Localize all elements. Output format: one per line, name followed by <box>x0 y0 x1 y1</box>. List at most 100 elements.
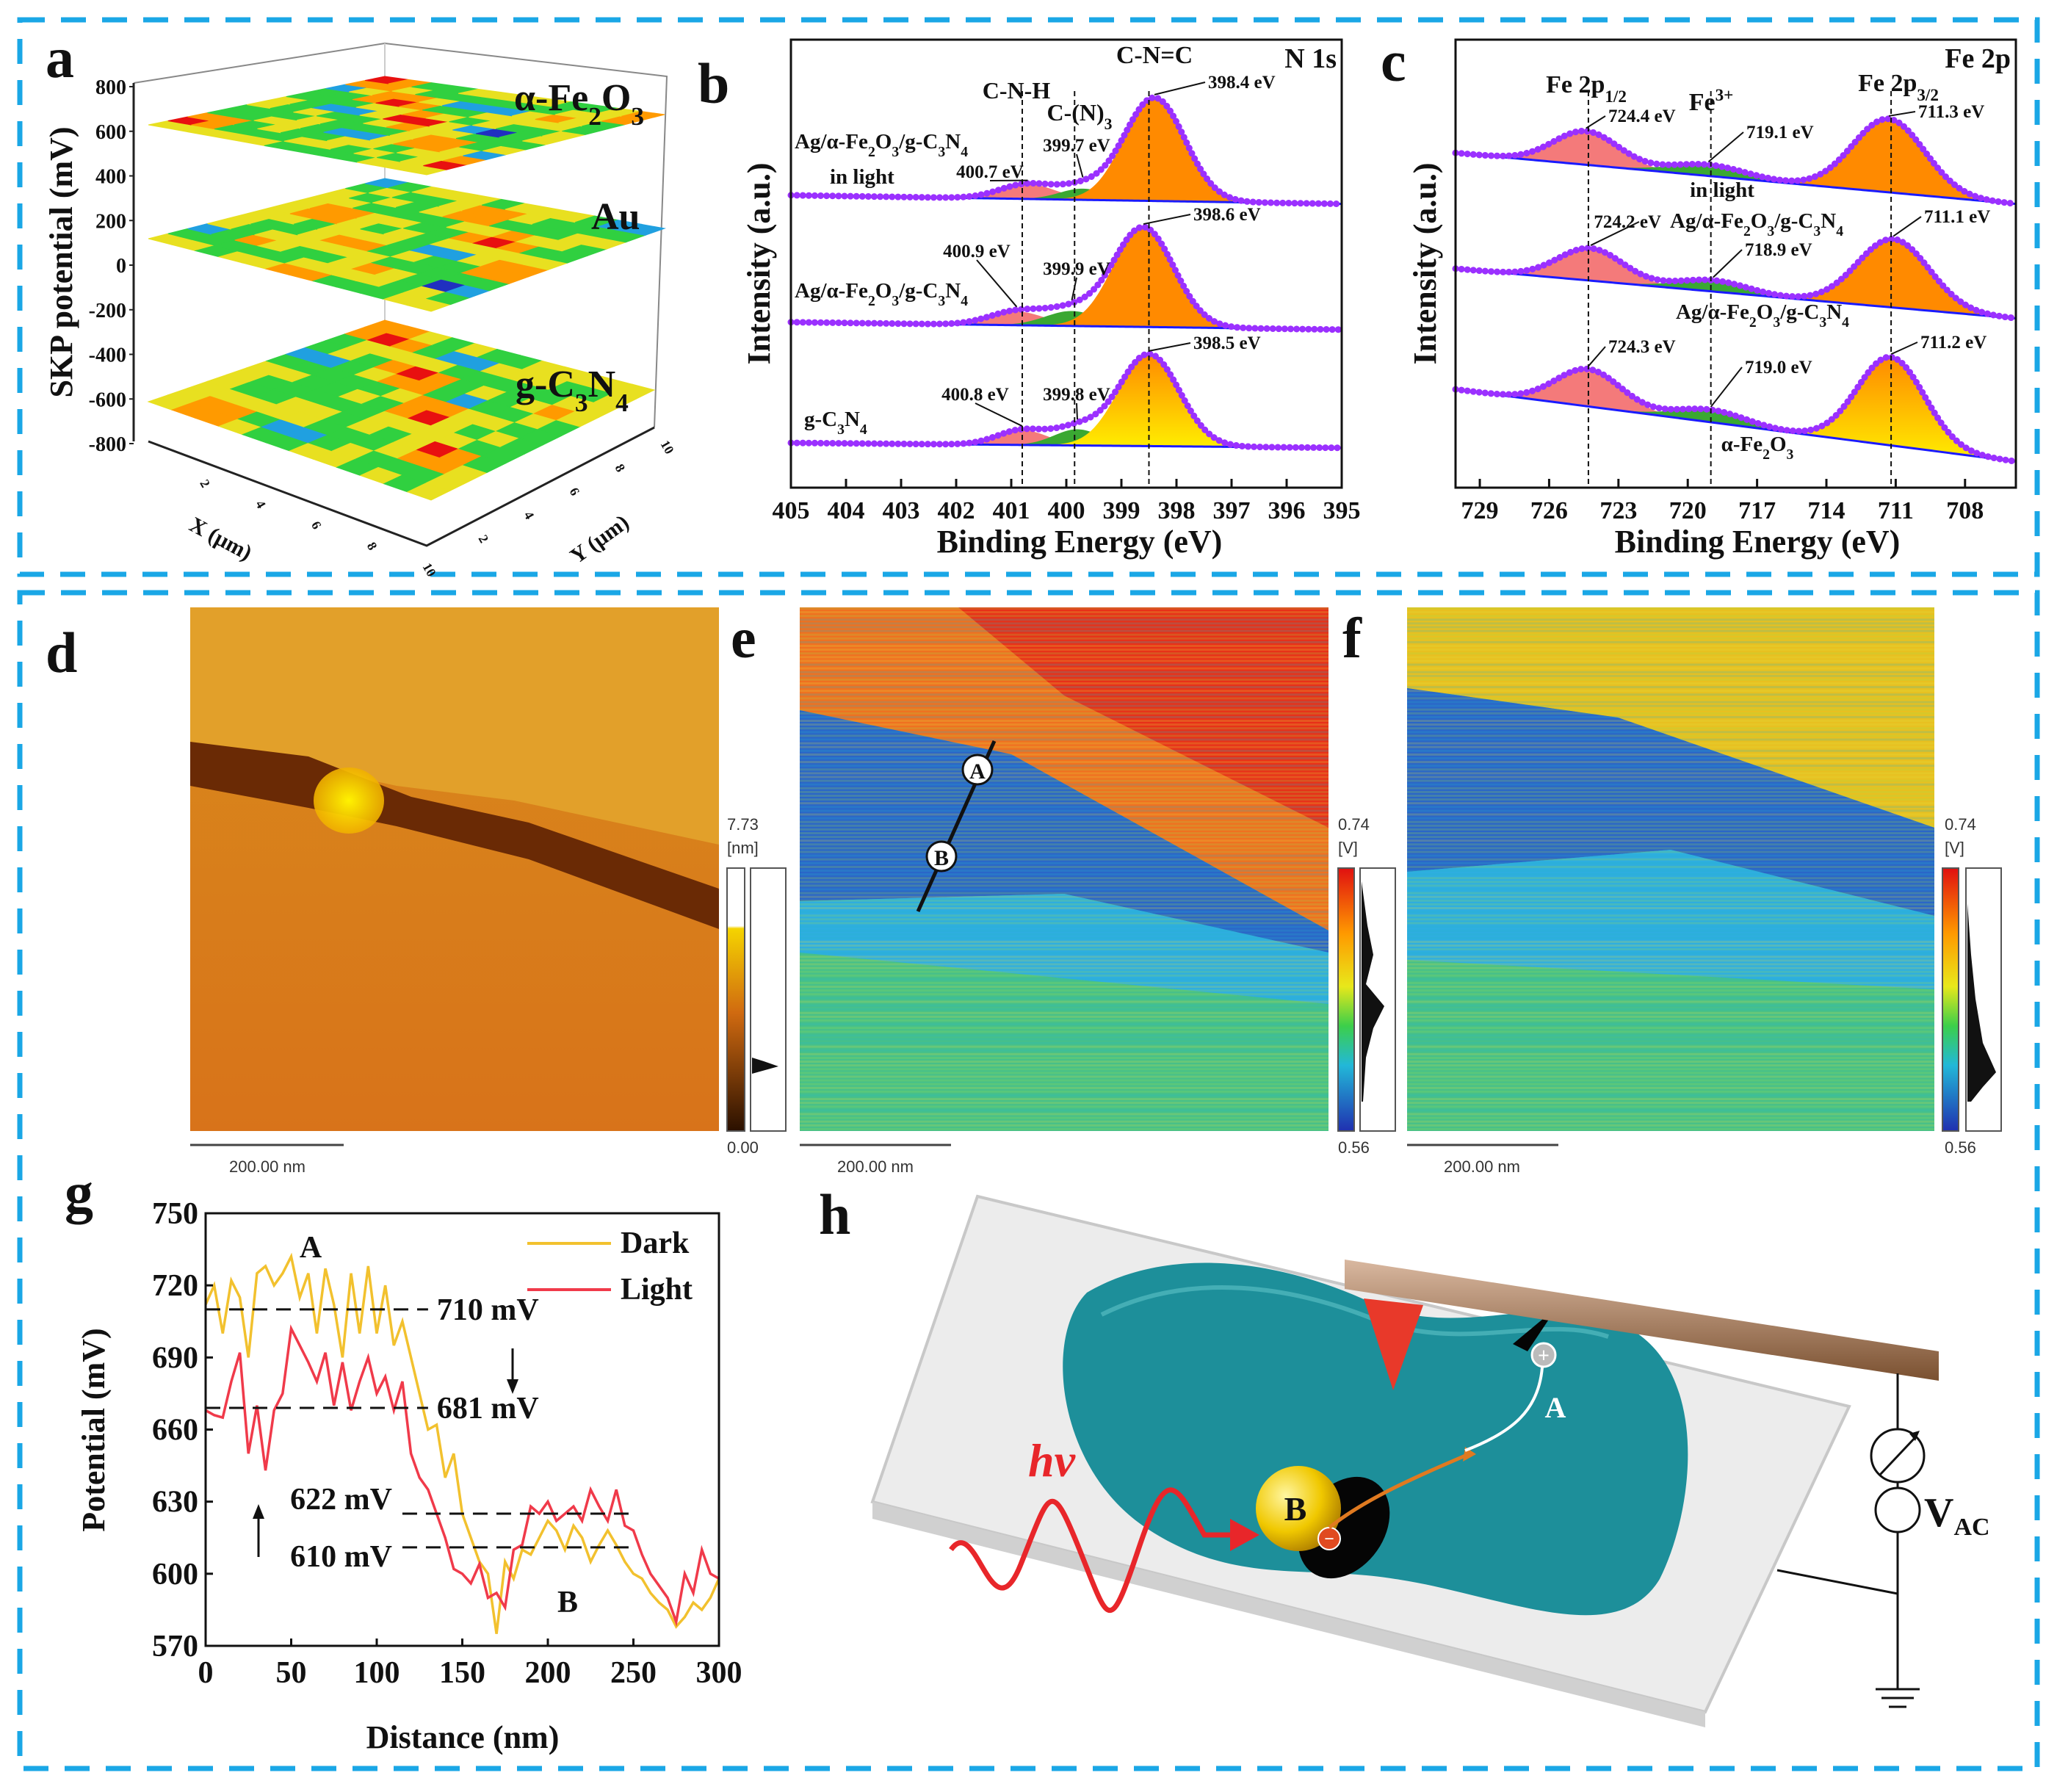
panel-c-fe2p-xps: c 724.4 eV 719.1 eV 711.3 eV 724.2 eV 718.9 … <box>1381 29 2020 560</box>
surface-layer <box>148 76 665 176</box>
tip <box>1364 1298 1423 1390</box>
series-label-sub: in light <box>830 165 894 189</box>
peak-position-label: 724.3 eV <box>1608 337 1676 357</box>
y-axis-title: SKP potential (mV) <box>43 126 79 397</box>
vac-label: VAC <box>1924 1490 1990 1541</box>
series-label: Ag/α-Fe2O3/g-C3N4 <box>795 279 968 309</box>
scale-bar-label: 200.00 nm <box>229 1157 306 1176</box>
x-tick-label: 397 <box>1213 497 1251 524</box>
x-tick-label: 2 <box>197 477 213 490</box>
fit-component <box>791 98 1342 204</box>
panel-g-potential-profile: g 710 mV 681 mV 622 mV 610 mV 0 50 100 150 200 25… <box>65 1160 742 1755</box>
series-label: Ag/α-Fe2O3/g-C3N4 <box>1670 209 1843 239</box>
y-axis-title: Intensity (a.u.) <box>1407 162 1443 364</box>
x-tick-label: 399 <box>1103 497 1140 524</box>
envelope-curve <box>787 94 1345 208</box>
spectrum: 724.4 eV 719.1 eV 711.3 eV <box>1452 102 2020 207</box>
y-tick-label: 400 <box>95 166 126 189</box>
peak-position-label: 711.3 eV <box>1918 102 1984 122</box>
bottom-frame <box>17 590 2040 1771</box>
up-arrow-icon <box>253 1504 264 1557</box>
top-frame <box>17 17 2040 577</box>
peak-position-label: 724.2 eV <box>1594 212 1661 232</box>
colorbar-max: 7.73 <box>727 815 759 834</box>
spectrum: 400.8 eV 399.8 eV 398.5 eV <box>787 333 1345 452</box>
colorbar <box>1337 867 1355 1132</box>
envelope-curve <box>787 350 1345 452</box>
spectrum: 400.7 eV 399.7 eV 398.4 eV <box>787 73 1345 208</box>
x-tick-label: 404 <box>828 497 865 524</box>
fit-component <box>1456 369 2016 462</box>
spectrum: 400.9 eV 399.9 eV 398.6 eV <box>787 205 1345 333</box>
x-tick-label: 395 <box>1323 497 1361 524</box>
label-arrow <box>1586 115 1606 129</box>
label-arrow <box>1590 221 1640 246</box>
x-axis-title: Distance (nm) <box>366 1719 560 1755</box>
y-tick-label: -400 <box>89 344 126 367</box>
peak-position-label: 398.5 eV <box>1193 333 1261 353</box>
layer-label-au: Au <box>591 196 640 238</box>
circuit <box>1776 1373 1926 1708</box>
peak-position-label: 400.8 eV <box>941 385 1009 405</box>
background-line <box>1455 151 2017 206</box>
z-tick-label: 10 <box>658 438 677 457</box>
y-tick-label: 600 <box>95 121 126 144</box>
y-tick-label: 720 <box>152 1269 198 1303</box>
envelope-curve <box>1452 115 2020 207</box>
colorbar-min: 0.56 <box>1338 1138 1370 1157</box>
x-tick-label: 720 <box>1669 497 1707 524</box>
label-arrow <box>975 402 1023 427</box>
panel-e-kpfm-dark: e A B 200.00 nm 0.74 [V] 0.56 <box>731 606 1396 1176</box>
peak-position-label: 400.7 eV <box>956 162 1024 182</box>
peak-label-cnh: C-N-H <box>983 77 1051 104</box>
y-tick-label: 690 <box>152 1341 198 1375</box>
plot-frame <box>204 1212 720 1647</box>
x-tick-label: 0 <box>198 1656 214 1690</box>
z-tick-label: 6 <box>567 485 583 498</box>
series-line-light <box>205 1324 720 1627</box>
panel-h-kpfm-schematic: h B − + A hv <box>819 1182 1990 1727</box>
down-arrow-icon <box>507 1348 518 1394</box>
marker-a-label: A <box>969 759 986 784</box>
marker-a <box>961 754 994 786</box>
hole-charge-icon <box>1530 1342 1557 1368</box>
envelope-curve <box>1452 353 2020 465</box>
envelope-curve <box>787 223 1345 333</box>
fit-component <box>1456 357 2016 462</box>
series-label: α-Fe2O3 <box>1721 433 1794 463</box>
panel-label-h: h <box>819 1182 850 1246</box>
x-tick-label: 401 <box>993 497 1030 524</box>
z-tick-label: 4 <box>521 509 538 522</box>
fit-component <box>1456 248 2016 319</box>
histogram <box>752 1058 778 1074</box>
peak-position-label: 399.9 eV <box>1043 259 1110 279</box>
reference-label: 622 mV <box>290 1483 392 1517</box>
panel-label-c: c <box>1381 29 1406 93</box>
kpfm-light-image <box>1407 607 1934 1131</box>
cantilever <box>1345 1260 1939 1381</box>
colorbar-max: 0.74 <box>1945 815 1976 834</box>
colorbar <box>726 867 745 1132</box>
layer-label-fe2o3: α-Fe2O3 <box>514 77 644 131</box>
series-label-sub: in light <box>1690 178 1754 202</box>
panel-label-d: d <box>46 621 77 684</box>
peak-position-label: 400.9 eV <box>943 242 1011 261</box>
colorbar-unit: [V] <box>1338 839 1358 857</box>
reference-label: 610 mV <box>290 1540 392 1574</box>
panel-label-a: a <box>46 26 74 90</box>
x-axis-title: Binding Energy (eV) <box>937 524 1223 560</box>
plot-frame <box>789 38 1343 489</box>
peak-position-label: 719.0 eV <box>1745 358 1812 377</box>
spectrum: 724.3 eV 719.0 eV 711.2 eV <box>1452 333 2020 465</box>
x-tick-label: 150 <box>439 1656 485 1690</box>
plot-frame <box>1454 38 2017 489</box>
particle-b <box>1256 1466 1341 1551</box>
panel-f-kpfm-light: f 200.00 nm 0.74 [V] 0.56 <box>1342 606 2002 1176</box>
y-tick-label: 630 <box>152 1486 198 1520</box>
panel-label-e: e <box>731 606 756 670</box>
electron-path <box>1328 1452 1469 1529</box>
y-tick-label: -600 <box>89 389 126 411</box>
x-tick-label: 100 <box>354 1656 400 1690</box>
legend-label-light: Light <box>621 1273 693 1307</box>
x-tick-label: 405 <box>773 497 810 524</box>
